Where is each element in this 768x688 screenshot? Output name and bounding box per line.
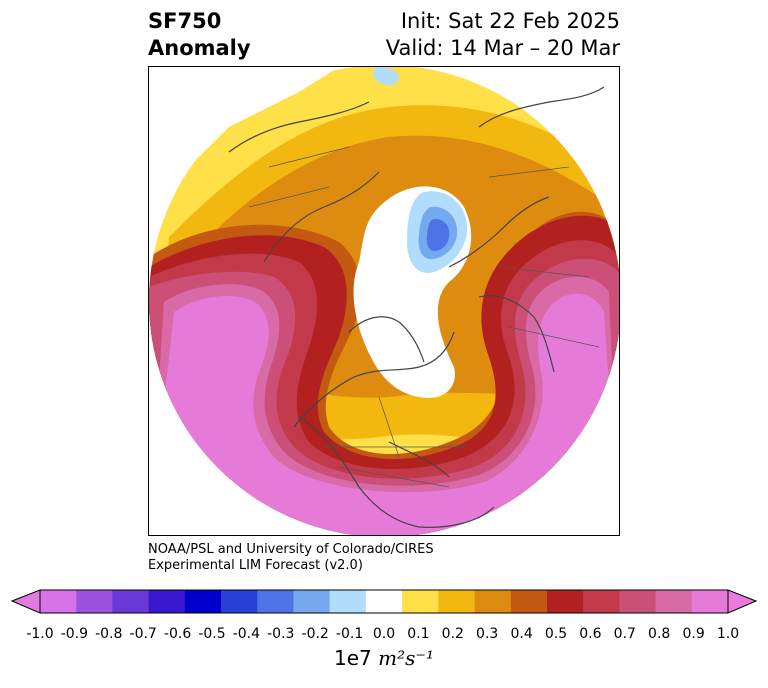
- colorbar-tick-label: 0.3: [476, 626, 499, 642]
- colorbar-cell: [221, 590, 258, 613]
- units-suffix: m²s⁻¹: [378, 646, 434, 670]
- colorbar-cell: [40, 590, 77, 613]
- colorbar-cell: [76, 590, 113, 613]
- colorbar-cell: [583, 590, 620, 613]
- colorbar-under-triangle: [10, 589, 41, 614]
- anomaly-label: Anomaly: [148, 36, 251, 60]
- colorbar-tick-label: 0.2: [441, 626, 464, 642]
- forecast-dates: Init: Sat 22 Feb 2025 Valid: 14 Mar – 20…: [386, 8, 620, 62]
- colorbar-cell: [148, 590, 186, 613]
- credit-text: NOAA/PSL and University of Colorado/CIRE…: [148, 542, 434, 574]
- coastlines: [228, 86, 605, 528]
- colorbar-cell: [546, 590, 584, 613]
- colorbar: [10, 589, 758, 614]
- credit-line-2: Experimental LIM Forecast (v2.0): [148, 558, 363, 573]
- colorbar-tick-label: -1.0: [26, 626, 54, 642]
- colorbar-tick-label: -0.7: [129, 626, 157, 642]
- colorbar-cell: [691, 590, 729, 613]
- units-prefix: 1e7: [334, 646, 372, 670]
- contour-minus-0.3: [426, 218, 450, 251]
- colorbar-outline: [39, 589, 729, 614]
- colorbar-tick-label: -0.6: [163, 626, 192, 642]
- anomaly-map: [149, 67, 619, 535]
- colorbar-tick-label: 0.0: [372, 626, 396, 642]
- colorbar-cell: [329, 590, 367, 613]
- plot-title: SF750 Anomaly: [148, 8, 251, 62]
- colorbar-units: 1e7 m²s⁻¹: [0, 646, 768, 670]
- contour-0.9: [149, 293, 619, 535]
- colorbar-tick-label: 0.6: [579, 626, 602, 642]
- colorbar-tick-label: -0.9: [60, 626, 89, 642]
- colorbar-cells: [40, 590, 729, 613]
- colorbar-cell: [619, 590, 657, 613]
- anomaly-field: [149, 67, 619, 535]
- credit-line-1: NOAA/PSL and University of Colorado/CIRE…: [148, 542, 434, 557]
- colorbar-tick-label: -0.2: [301, 626, 329, 642]
- colorbar-cell: [474, 590, 512, 613]
- variable-label: SF750: [148, 9, 222, 33]
- colorbar-cell: [293, 590, 331, 613]
- colorbar-cell: [438, 590, 476, 613]
- colorbar-tick-label: -0.3: [267, 626, 295, 642]
- colorbar-cell: [510, 590, 548, 613]
- map-panel: [148, 66, 620, 536]
- colorbar-cell: [402, 590, 439, 613]
- colorbar-cell: [184, 590, 222, 613]
- colorbar-tick-label: 0.7: [613, 626, 636, 642]
- colorbar-cell: [365, 590, 403, 613]
- colorbar-tick-label: 0.5: [544, 626, 568, 642]
- init-date: Init: Sat 22 Feb 2025: [400, 9, 620, 33]
- colorbar-tick-label: 0.4: [510, 626, 533, 642]
- colorbar-cell: [257, 590, 294, 613]
- colorbar-tick-label: -0.4: [232, 626, 261, 642]
- colorbar-tick-label: 1.0: [716, 626, 740, 642]
- colorbar-tick-label: 0.9: [682, 626, 705, 642]
- colorbar-tick-label: -0.1: [335, 626, 364, 642]
- colorbar-tick-label: 0.8: [648, 626, 671, 642]
- colorbar-tick-label: 0.1: [407, 626, 430, 642]
- colorbar-ticks: -1.0 -0.9 -0.8 -0.7 -0.6 -0.5 -0.4 -0.3 -0.2 -0.1…: [0, 626, 768, 646]
- colorbar-tick-label: -0.8: [95, 626, 123, 642]
- colorbar-cell: [112, 590, 150, 613]
- contour-minus-0.1-top: [373, 67, 400, 86]
- colorbar-tick-label: -0.5: [198, 626, 226, 642]
- valid-range: Valid: 14 Mar – 20 Mar: [385, 36, 620, 60]
- country-borders: [248, 146, 600, 488]
- colorbar-over-triangle: [727, 589, 758, 614]
- colorbar-cell: [655, 590, 693, 613]
